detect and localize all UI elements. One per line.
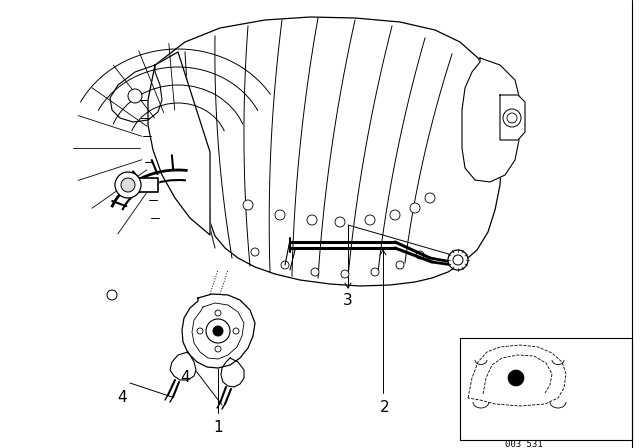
Circle shape [128,89,142,103]
Circle shape [416,251,424,259]
Circle shape [425,193,435,203]
Circle shape [390,210,400,220]
Circle shape [115,172,141,198]
Circle shape [215,346,221,352]
Circle shape [233,328,239,334]
Polygon shape [500,95,525,140]
Polygon shape [110,65,162,122]
Circle shape [365,215,375,225]
Text: 003 531: 003 531 [505,440,543,448]
Text: 3: 3 [343,293,353,308]
Circle shape [371,268,379,276]
Circle shape [275,210,285,220]
Text: 2: 2 [380,400,390,415]
Text: 4: 4 [117,390,127,405]
Bar [460,338,632,440]
Circle shape [215,310,221,316]
Circle shape [507,113,517,123]
Polygon shape [221,358,244,387]
Text: 4: 4 [180,370,190,385]
Circle shape [448,250,468,270]
Polygon shape [155,17,502,286]
Polygon shape [148,52,210,235]
Circle shape [503,109,521,127]
Circle shape [508,370,524,386]
Circle shape [251,248,259,256]
Circle shape [206,319,230,343]
Circle shape [243,200,253,210]
Circle shape [311,268,319,276]
Circle shape [107,290,117,300]
Circle shape [335,217,345,227]
Circle shape [341,270,349,278]
Circle shape [213,326,223,336]
Circle shape [281,261,289,269]
Circle shape [197,328,203,334]
Circle shape [307,215,317,225]
Circle shape [453,255,463,265]
Text: 1: 1 [213,420,223,435]
Circle shape [396,261,404,269]
Polygon shape [462,58,520,182]
Circle shape [410,203,420,213]
Polygon shape [170,352,196,380]
Polygon shape [182,294,255,368]
Circle shape [121,178,135,192]
Polygon shape [132,178,158,192]
